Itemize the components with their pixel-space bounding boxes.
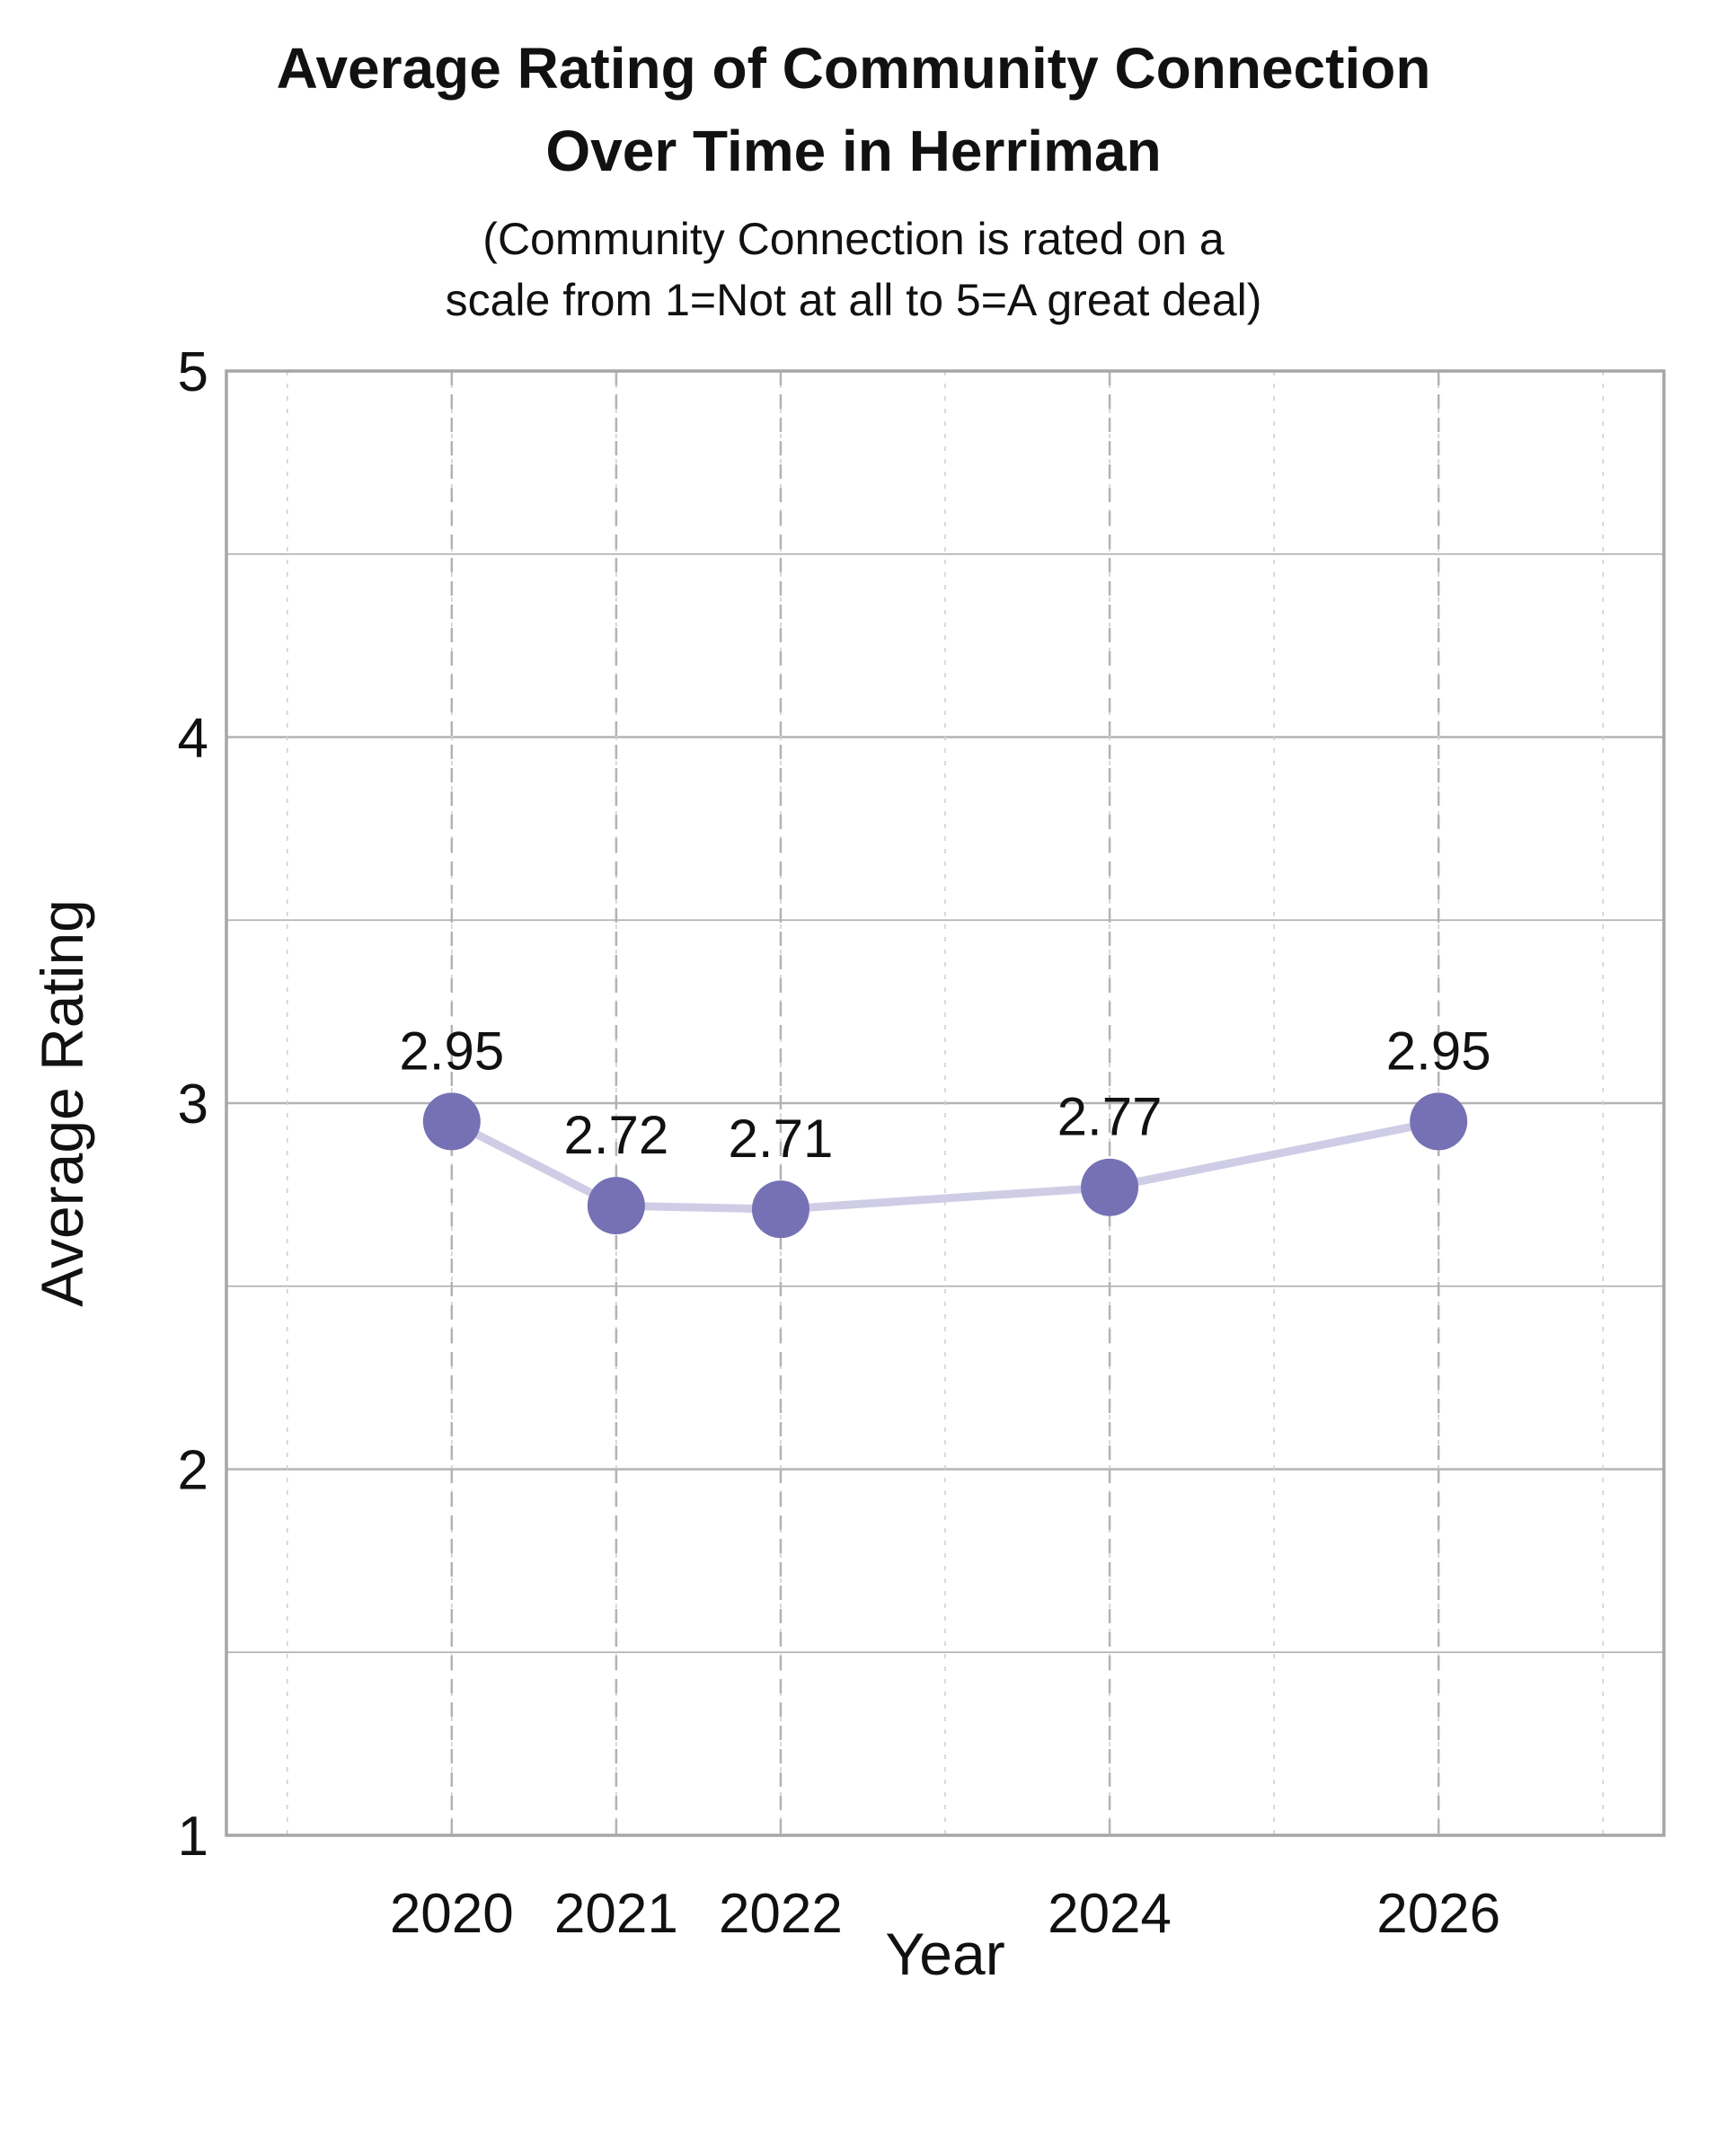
- y-axis-title: Average Rating: [29, 899, 95, 1307]
- chart-subtitle-line-2: scale from 1=Not at all to 5=A great dea…: [445, 275, 1262, 325]
- data-point: [1081, 1158, 1139, 1216]
- chart-subtitle: (Community Connection is rated on a scal…: [0, 208, 1707, 331]
- data-label: 2.95: [399, 1021, 504, 1081]
- y-tick-label: 1: [178, 1806, 208, 1868]
- x-tick-label: 2022: [719, 1883, 843, 1945]
- x-tick-label: 2026: [1376, 1883, 1500, 1945]
- data-label: 2.95: [1386, 1021, 1491, 1081]
- data-point: [1410, 1092, 1468, 1151]
- chart-title-line-1: Average Rating of Community Connection: [276, 36, 1431, 101]
- x-tick-label: 2021: [554, 1883, 678, 1945]
- chart-title: Average Rating of Community Connection O…: [0, 27, 1707, 192]
- data-label: 2.71: [729, 1109, 834, 1169]
- y-tick-label: 3: [178, 1074, 208, 1135]
- data-labels: 2.95 2.72 2.71 2.77 2.95: [399, 1021, 1491, 1169]
- y-tick-label: 2: [178, 1440, 208, 1502]
- chart-subtitle-line-1: (Community Connection is rated on a: [482, 214, 1225, 264]
- axis-ticks: 1 2 3 4 5 2020 2021 2022 2024 2026: [178, 341, 1501, 1945]
- y-tick-label: 4: [178, 708, 208, 770]
- data-point: [422, 1092, 481, 1151]
- data-points: [422, 1092, 1468, 1239]
- chart-title-line-2: Over Time in Herriman: [545, 119, 1162, 183]
- y-tick-label: 5: [178, 341, 208, 403]
- data-label: 2.77: [1057, 1087, 1163, 1147]
- data-point: [587, 1177, 645, 1235]
- data-point: [751, 1180, 809, 1239]
- plot-area-frame: [225, 369, 1666, 1837]
- data-label: 2.72: [563, 1105, 668, 1165]
- x-tick-label: 2020: [390, 1883, 514, 1945]
- x-axis-title: Year: [885, 1921, 1004, 1987]
- x-tick-label: 2024: [1048, 1883, 1172, 1945]
